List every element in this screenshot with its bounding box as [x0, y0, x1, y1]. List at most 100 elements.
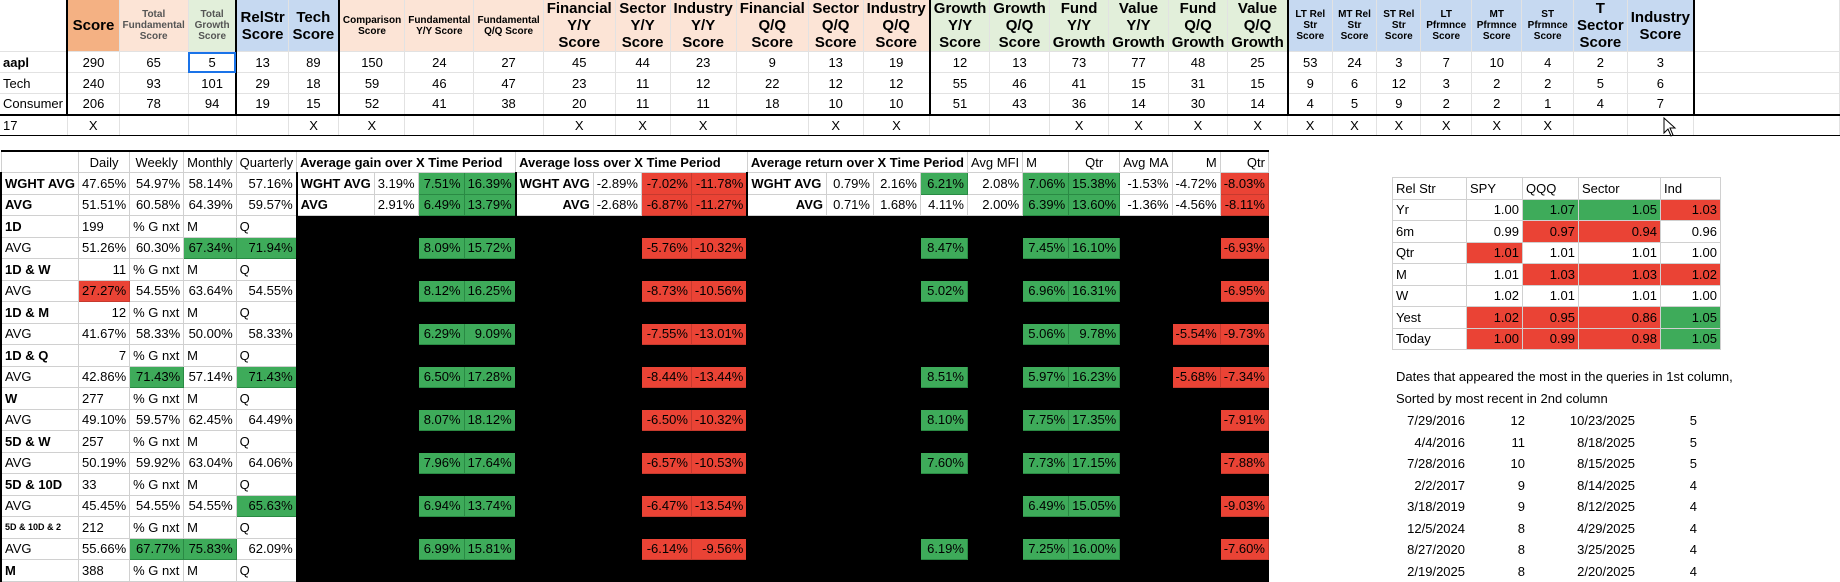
score-cell[interactable]: 29 — [236, 73, 288, 94]
row-label[interactable]: AVG — [1, 280, 79, 302]
stat-cell[interactable] — [1172, 495, 1220, 517]
row-label[interactable]: Yest — [1393, 307, 1467, 329]
col-header[interactable]: Score — [67, 0, 119, 52]
stat-cell[interactable] — [1120, 452, 1172, 474]
stat-cell[interactable]: 6.29% — [418, 323, 464, 345]
score-cell[interactable]: 31 — [1168, 73, 1227, 94]
stat-cell[interactable] — [967, 323, 1022, 345]
stat-cell[interactable] — [464, 560, 516, 582]
stat-cell[interactable] — [1172, 302, 1220, 324]
stat-cell[interactable] — [297, 388, 375, 410]
count-cell[interactable]: 9 — [1468, 496, 1528, 518]
col-header[interactable]: Avg MFI — [967, 151, 1022, 173]
score-cell[interactable]: 15 — [288, 94, 339, 115]
stat-cell[interactable] — [967, 302, 1022, 324]
col-header[interactable]: RelStr Score — [236, 0, 288, 52]
stat-cell[interactable]: M — [184, 388, 237, 410]
stat-cell[interactable]: Q — [236, 302, 296, 324]
stat-cell[interactable] — [691, 302, 747, 324]
stat-cell[interactable] — [297, 302, 375, 324]
row-label[interactable]: AVG — [1, 452, 79, 474]
stat-cell[interactable] — [1120, 302, 1172, 324]
score-cell[interactable]: 47 — [474, 73, 543, 94]
stat-cell[interactable] — [747, 560, 826, 582]
stat-cell[interactable] — [967, 345, 1022, 367]
count-cell[interactable]: 9 — [1468, 475, 1528, 497]
col-header[interactable]: ST Pfrmnce Score — [1522, 0, 1573, 52]
score-cell[interactable]: 36 — [1049, 94, 1109, 115]
score-cell[interactable]: 38 — [474, 94, 543, 115]
ratio-cell[interactable]: 1.02 — [1467, 307, 1523, 329]
stat-cell[interactable]: 7 — [79, 345, 130, 367]
date-cell[interactable]: 4/4/2016 — [1392, 432, 1468, 454]
count-cell[interactable]: 8 — [1468, 518, 1528, 540]
stat-cell[interactable] — [516, 431, 594, 453]
score-cell[interactable]: 27 — [474, 52, 543, 73]
stat-cell[interactable] — [1172, 474, 1220, 496]
score-cell[interactable]: 11 — [615, 94, 670, 115]
stat-cell[interactable] — [747, 280, 826, 302]
col-header[interactable]: Sector — [1579, 178, 1661, 200]
stat-cell[interactable]: 17.15% — [1069, 452, 1120, 474]
stat-cell[interactable]: 59.57% — [236, 194, 296, 216]
stat-cell[interactable] — [374, 452, 418, 474]
stat-cell[interactable] — [967, 280, 1022, 302]
x-mark-cell[interactable] — [990, 115, 1050, 136]
stat-cell[interactable] — [920, 302, 967, 324]
stat-cell[interactable]: WGHT AVG — [747, 173, 826, 195]
stat-cell[interactable] — [1220, 517, 1268, 539]
ratio-cell[interactable]: 1.02 — [1467, 285, 1523, 307]
stat-cell[interactable]: 54.97% — [130, 173, 184, 195]
stat-cell[interactable] — [1023, 474, 1069, 496]
stat-cell[interactable] — [516, 259, 594, 281]
score-cell[interactable]: 23 — [670, 52, 736, 73]
stat-cell[interactable]: 17.28% — [464, 366, 516, 388]
stat-cell[interactable] — [374, 431, 418, 453]
stat-cell[interactable] — [827, 474, 874, 496]
stat-cell[interactable]: -13.54% — [691, 495, 747, 517]
stat-cell[interactable] — [374, 495, 418, 517]
score-cell[interactable]: 12 — [863, 73, 930, 94]
score-cell[interactable]: 94 — [188, 94, 236, 115]
stat-cell[interactable]: 11 — [79, 259, 130, 281]
stat-cell[interactable]: 199 — [79, 216, 130, 238]
x-mark-cell[interactable]: X — [1421, 115, 1471, 136]
score-cell[interactable]: 3 — [1627, 52, 1694, 73]
score-cell[interactable]: 10 — [1471, 52, 1521, 73]
stat-cell[interactable]: 6.19% — [920, 538, 967, 560]
stat-cell[interactable] — [827, 237, 874, 259]
x-mark-cell[interactable]: X — [808, 115, 863, 136]
stat-cell[interactable]: 64.49% — [236, 409, 296, 431]
count-cell[interactable]: 5 — [1638, 453, 1700, 475]
ratio-cell[interactable]: 1.00 — [1467, 199, 1523, 221]
score-cell[interactable]: 1 — [1522, 94, 1573, 115]
row-label[interactable]: AVG — [1, 237, 79, 259]
stat-cell[interactable]: 16.31% — [1069, 280, 1120, 302]
stat-cell[interactable]: % G nxt — [130, 474, 184, 496]
score-cell[interactable]: 41 — [1049, 73, 1109, 94]
stat-cell[interactable]: M — [184, 302, 237, 324]
stat-cell[interactable]: -5.76% — [641, 237, 691, 259]
stat-cell[interactable]: -6.50% — [641, 409, 691, 431]
row-label[interactable]: 5D & 10D & 2 — [1, 517, 79, 539]
stat-cell[interactable] — [593, 452, 641, 474]
score-cell[interactable]: 10 — [863, 94, 930, 115]
stat-cell[interactable]: -7.88% — [1220, 452, 1268, 474]
stat-cell[interactable] — [1120, 323, 1172, 345]
stat-cell[interactable]: 51.26% — [79, 237, 130, 259]
ratio-cell[interactable]: 1.00 — [1661, 242, 1721, 264]
stat-cell[interactable] — [641, 345, 691, 367]
stat-cell[interactable] — [747, 538, 826, 560]
x-mark-cell[interactable]: X — [1471, 115, 1521, 136]
stat-cell[interactable] — [1220, 259, 1268, 281]
count-cell[interactable]: 11 — [1468, 432, 1528, 454]
stat-cell[interactable] — [1023, 345, 1069, 367]
stat-cell[interactable]: 3.19% — [374, 173, 418, 195]
stat-cell[interactable]: -7.34% — [1220, 366, 1268, 388]
score-cell[interactable]: 93 — [119, 73, 188, 94]
stat-cell[interactable]: 62.09% — [236, 538, 296, 560]
x-mark-cell[interactable]: X — [1228, 115, 1288, 136]
col-header[interactable]: Fund Y/Y Growth — [1049, 0, 1109, 52]
stat-cell[interactable]: M — [184, 431, 237, 453]
stat-cell[interactable]: 6.49% — [418, 194, 464, 216]
